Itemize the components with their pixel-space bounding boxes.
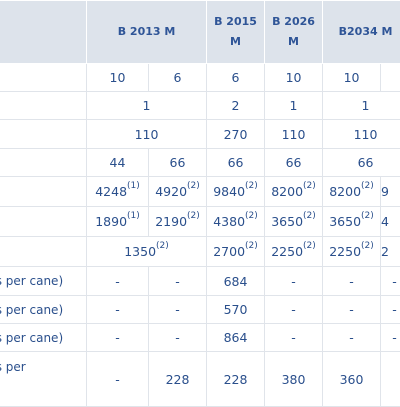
table-row: als per - 228 228 380 360 <box>0 351 400 407</box>
table-cell: 110 <box>264 119 324 149</box>
table-cell: - <box>380 323 400 352</box>
row-label: als per cane) <box>0 266 87 296</box>
table-cell: - <box>380 295 400 324</box>
table-cell: 4380(2) <box>206 206 266 237</box>
table-cell: 8200(2) <box>264 176 324 207</box>
table-cell: - <box>86 323 149 352</box>
header-label-cell <box>0 0 87 64</box>
table-cell: - <box>264 266 324 296</box>
row-label: als per cane) <box>0 295 87 324</box>
table-cell: 66 <box>264 148 324 177</box>
row-label <box>0 206 87 237</box>
header-b2034m: B2034 M <box>322 0 400 64</box>
table-cell: - <box>322 323 382 352</box>
table-cell: 570 <box>206 295 266 324</box>
table-row: 110 270 110 110 <box>0 119 400 149</box>
table-row: 1890(1) 2190(2) 4380(2) 3650(2) 3650(2) … <box>0 206 400 237</box>
row-label <box>0 119 87 149</box>
table-cell: 4248(1) <box>86 176 149 207</box>
table-cell: 44 <box>86 148 149 177</box>
table-cell: - <box>380 266 400 296</box>
table-cell: 10 <box>322 63 382 92</box>
row-label <box>0 91 87 120</box>
row-label: als per cane) <box>0 323 87 352</box>
table-cell: 2190(2) <box>147 206 208 237</box>
table-cell: 1350(2) <box>85 236 208 267</box>
row-label: als per <box>0 351 87 407</box>
table-cell: 6 <box>147 63 208 92</box>
table-row: 4248(1) 4920(2) 9840(2) 8200(2) 8200(2) … <box>0 176 400 207</box>
table-cell: 1890(1) <box>86 206 149 237</box>
table-cell: 110 <box>322 119 400 149</box>
table-cell <box>380 63 400 92</box>
table-cell: - <box>322 295 382 324</box>
table-cell: 3650(2) <box>322 206 382 237</box>
table-row: als per cane) - - 570 - - - <box>0 295 400 324</box>
table-row: 44 66 66 66 66 <box>0 148 400 177</box>
table-cell: 4 <box>380 206 400 237</box>
table-cell: 1 <box>264 91 324 120</box>
table-cell: - <box>147 266 208 296</box>
table-cell: 270 <box>206 119 266 149</box>
table-cell: 380 <box>264 351 324 407</box>
header-b2015m: B 2015 M <box>206 0 266 64</box>
table-cell: - <box>264 295 324 324</box>
table-cell: 2 <box>206 91 266 120</box>
table-cell: 228 <box>147 351 208 407</box>
table-cell: 360 <box>322 351 382 407</box>
table-row: als per cane) - - 684 - - - <box>0 266 400 296</box>
table-cell: 10 <box>264 63 324 92</box>
table-cell: 1 <box>322 91 400 120</box>
table-cell: 2250(2) <box>322 236 382 267</box>
row-label <box>0 63 87 92</box>
row-label <box>0 236 87 267</box>
table-cell: 2700(2) <box>206 236 266 267</box>
row-label <box>0 176 87 207</box>
table-cell <box>380 351 400 407</box>
table-cell: 110 <box>85 119 208 149</box>
table-cell: - <box>147 323 208 352</box>
table-cell: 6 <box>206 63 266 92</box>
table-row: 1 2 1 1 <box>0 91 400 120</box>
table-cell: 66 <box>322 148 400 177</box>
table-cell: 8200(2) <box>322 176 382 207</box>
table-cell: - <box>86 266 149 296</box>
table-cell: - <box>147 295 208 324</box>
table-cell: 3650(2) <box>264 206 324 237</box>
table-cell: - <box>86 295 149 324</box>
table-cell: 1 <box>85 91 208 120</box>
table-cell: 9840(2) <box>206 176 266 207</box>
table-cell: - <box>322 266 382 296</box>
table-cell: 66 <box>206 148 266 177</box>
table-cell: - <box>86 351 149 407</box>
table-cell: 9 <box>380 176 400 207</box>
header-b2026m: B 2026 M <box>264 0 324 64</box>
table-cell: 2 <box>380 236 400 267</box>
table-row: 10 6 6 10 10 <box>0 63 400 92</box>
table-cell: 2250(2) <box>264 236 324 267</box>
header-b2013m: B 2013 M <box>85 0 208 64</box>
table-cell: 684 <box>206 266 266 296</box>
row-label <box>0 148 87 177</box>
table-row: 1350(2) 2700(2) 2250(2) 2250(2) 2 <box>0 236 400 267</box>
table-cell: 4920(2) <box>147 176 208 207</box>
table-row: als per cane) - - 864 - - - <box>0 323 400 352</box>
table-cell: - <box>264 323 324 352</box>
table-cell: 228 <box>206 351 266 407</box>
table-cell: 66 <box>147 148 208 177</box>
header-row: B 2013 M B 2015 M B 2026 M B2034 M <box>0 0 400 64</box>
table-cell: 864 <box>206 323 266 352</box>
table-cell: 10 <box>86 63 149 92</box>
